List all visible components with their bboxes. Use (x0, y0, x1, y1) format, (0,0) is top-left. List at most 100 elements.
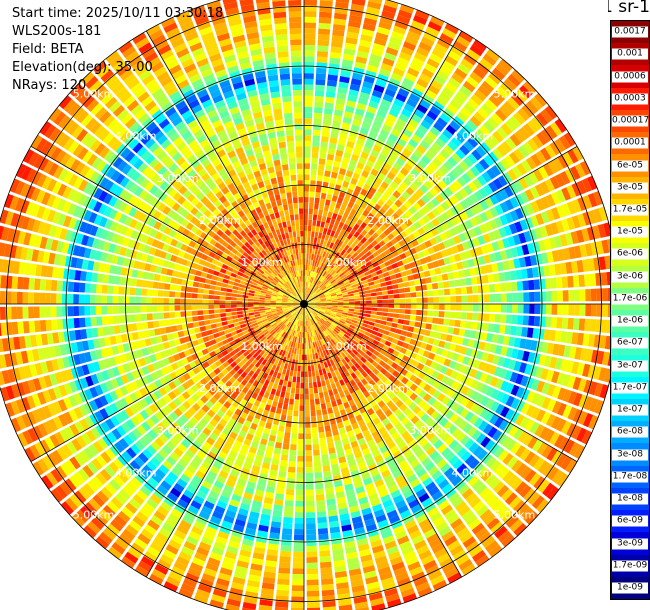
range-gate (360, 237, 368, 244)
range-gate (199, 578, 214, 588)
range-gate (333, 434, 341, 442)
range-gate (397, 412, 406, 422)
range-gate (500, 380, 510, 392)
range-gate (212, 383, 221, 392)
range-gate (214, 505, 226, 515)
range-gate (234, 421, 243, 430)
range-gate (357, 233, 364, 241)
range-gate (320, 325, 326, 332)
range-gate (561, 187, 572, 201)
range-gate (313, 285, 318, 291)
range-gate (517, 304, 524, 314)
range-gate (256, 348, 263, 355)
range-gate (22, 430, 34, 445)
range-gate (326, 299, 332, 302)
range-gate (375, 346, 383, 353)
range-gate (308, 282, 311, 288)
range-gate (369, 412, 378, 421)
range-gate (319, 357, 324, 364)
range-gate (534, 183, 545, 197)
range-gate (451, 380, 460, 390)
range-gate (314, 95, 324, 103)
range-gate (458, 328, 466, 337)
range-gate (534, 291, 541, 302)
range-gate (436, 428, 447, 439)
range-gate (502, 452, 514, 466)
range-gate (422, 442, 433, 452)
range-gate (374, 336, 382, 342)
range-gate (492, 90, 506, 103)
range-gate (445, 124, 457, 136)
range-gate (310, 283, 315, 289)
range-gate (120, 374, 130, 385)
range-gate (483, 120, 495, 133)
range-gate (332, 554, 345, 562)
range-gate (165, 348, 173, 357)
range-gate (419, 356, 428, 365)
range-gate (384, 325, 392, 332)
range-gate (483, 138, 496, 150)
range-gate (70, 342, 79, 354)
range-gate (267, 480, 276, 488)
range-gate (370, 149, 380, 158)
range-gate (392, 67, 405, 77)
range-gate (362, 146, 372, 155)
range-gate (236, 350, 243, 358)
range-gate (306, 545, 317, 552)
range-gate (292, 312, 297, 317)
range-gate (370, 597, 385, 607)
range-gate (387, 598, 402, 608)
range-gate (186, 535, 199, 546)
range-gate (364, 375, 372, 383)
range-gate (291, 381, 296, 389)
range-gate (311, 225, 316, 232)
range-gate (402, 593, 418, 603)
range-gate (278, 349, 284, 356)
range-gate (45, 472, 58, 487)
range-gate (293, 305, 299, 308)
range-gate (350, 510, 361, 519)
range-gate (456, 261, 464, 270)
range-gate (557, 290, 564, 302)
range-gate (208, 314, 216, 319)
range-gate (222, 361, 230, 368)
range-gate (336, 312, 343, 316)
range-gate (85, 328, 93, 339)
range-gate (586, 175, 598, 191)
range-gate (320, 221, 326, 228)
range-gate (90, 373, 99, 385)
range-gate (307, 307, 312, 313)
range-gate (329, 248, 335, 255)
range-gate (438, 289, 445, 296)
range-gate (416, 78, 429, 89)
range-gate (351, 270, 358, 276)
range-gate (359, 340, 366, 347)
range-gate (306, 337, 309, 344)
range-gate (249, 340, 256, 347)
range-gate (422, 477, 434, 488)
range-gate (459, 251, 467, 261)
range-gate (307, 314, 310, 321)
range-gate (463, 268, 471, 277)
range-gate (357, 332, 365, 338)
range-gate (338, 427, 346, 435)
range-gate (430, 345, 438, 354)
range-gate (472, 462, 484, 474)
range-gate (510, 397, 521, 410)
range-gate (398, 195, 407, 204)
range-gate (498, 507, 512, 520)
range-gate (183, 540, 197, 551)
range-gate (511, 92, 524, 106)
range-gate (320, 443, 327, 450)
range-gate (460, 58, 474, 71)
range-gate (63, 382, 73, 395)
range-gate (417, 124, 429, 135)
range-gate (346, 494, 357, 502)
range-gate (254, 311, 260, 315)
range-gate (317, 381, 322, 388)
range-gate (32, 461, 45, 476)
range-gate (364, 434, 374, 443)
range-gate (238, 391, 246, 399)
range-gate (456, 243, 465, 253)
range-gate (492, 178, 503, 190)
